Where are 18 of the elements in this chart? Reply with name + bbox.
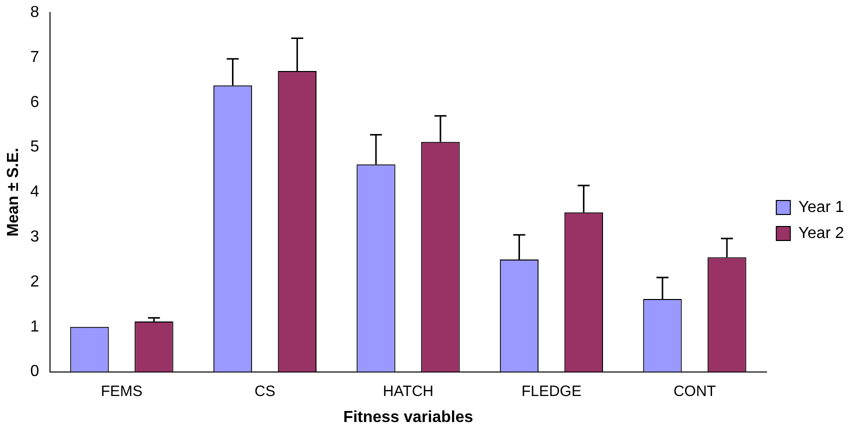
- y-tick-label: 3: [30, 228, 40, 246]
- legend-label: Year 2: [798, 224, 844, 242]
- legend-label: Year 1: [798, 198, 844, 216]
- y-tick-label: 8: [30, 4, 40, 22]
- x-tick-label: FEMS: [100, 382, 143, 400]
- x-axis-title: Fitness variables: [343, 408, 474, 426]
- y-tick-label: 0: [30, 363, 40, 380]
- x-tick-label: FLEDGE: [521, 382, 582, 400]
- y-tick-label: 5: [30, 138, 40, 156]
- y-axis-title: Mean ± S.E.: [5, 148, 22, 237]
- x-tick-label: CONT: [673, 382, 716, 400]
- y-tick-label: 6: [30, 94, 40, 111]
- y-tick-label: 4: [30, 184, 40, 201]
- x-tick-label: CS: [254, 382, 276, 400]
- y-tick-label: 7: [30, 48, 40, 66]
- y-tick-label: 2: [30, 273, 40, 290]
- x-tick-label: HATCH: [382, 382, 434, 400]
- y-tick-label: 1: [30, 318, 40, 336]
